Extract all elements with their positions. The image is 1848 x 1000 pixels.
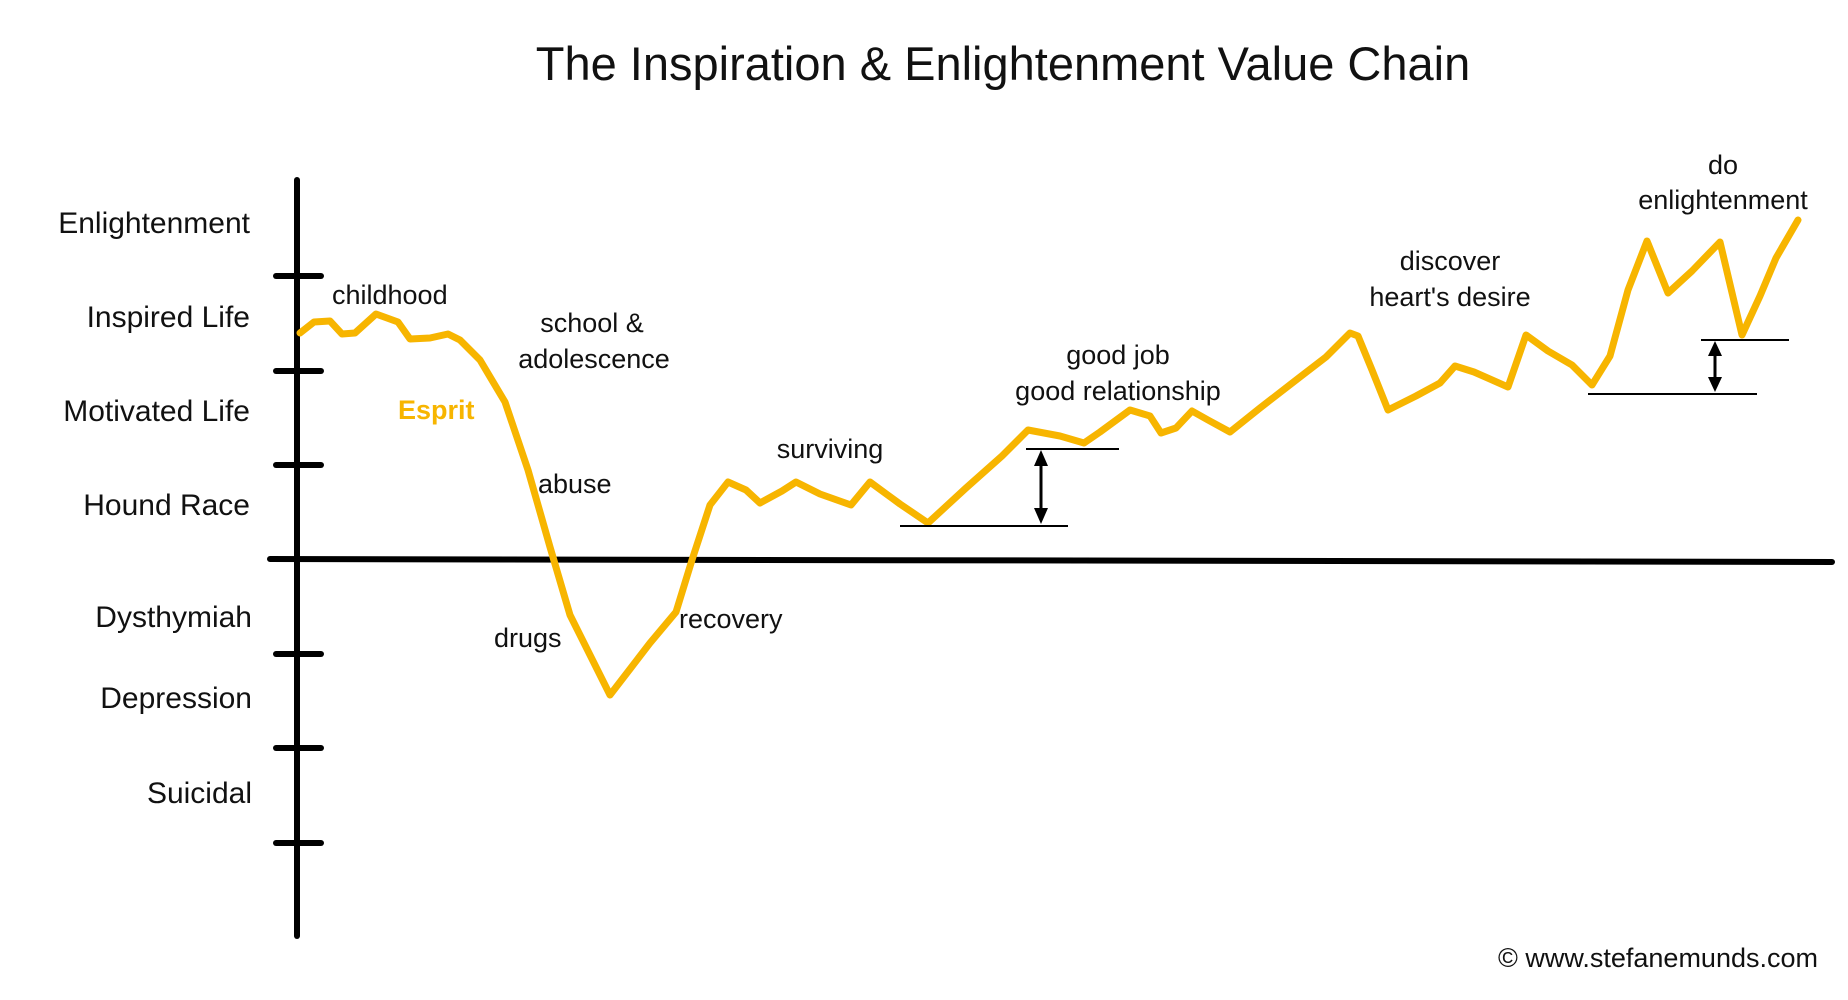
stage-label-good-relationship: good relationship (1015, 376, 1221, 406)
horizontal-axis (267, 556, 1835, 565)
level-label-suicidal: Suicidal (147, 777, 252, 810)
esprit-label: Esprit (398, 395, 475, 425)
arrow-head-up (1034, 450, 1048, 466)
copyright-notice: © www.stefanemunds.com (1498, 943, 1818, 973)
stage-label-childhood: childhood (332, 280, 448, 310)
gain-indicator-right (1588, 339, 1789, 395)
life-journey-line (296, 216, 1802, 699)
level-label-depression: Depression (100, 682, 252, 715)
arrow-head-up (1708, 341, 1722, 356)
stage-label-adolescence: adolescence (518, 344, 670, 374)
level-label-motivated-life: Motivated Life (63, 395, 250, 428)
stage-label-good-job: good job (1066, 340, 1170, 370)
level-label-dysthymiah: Dysthymiah (95, 601, 252, 634)
stage-label-surviving: surviving (777, 434, 884, 464)
level-label-hound-race: Hound Race (83, 489, 250, 522)
level-label-enlightenment: Enlightenment (58, 207, 250, 240)
gain-indicator-middle (900, 448, 1119, 527)
level-label-inspired-life: Inspired Life (87, 301, 250, 334)
stage-label-enlightenment: enlightenment (1638, 185, 1808, 215)
stage-label-abuse: abuse (538, 469, 612, 499)
arrow-head-down (1708, 377, 1722, 392)
stage-label-school: school & (540, 308, 644, 338)
stage-label-do: do (1708, 150, 1738, 180)
stage-label-drugs: drugs (494, 623, 562, 653)
diagram-title: The Inspiration & Enlightenment Value Ch… (536, 37, 1470, 90)
stage-label-discover: discover (1400, 246, 1501, 276)
axis-ticks (273, 273, 324, 846)
stage-labels: childhood school & adolescence Esprit ab… (332, 150, 1808, 653)
stage-label-hearts-desire: heart's desire (1369, 282, 1530, 312)
stage-label-recovery: recovery (679, 604, 783, 634)
level-labels: Enlightenment Inspired Life Motivated Li… (58, 207, 252, 810)
arrow-head-down (1034, 508, 1048, 524)
